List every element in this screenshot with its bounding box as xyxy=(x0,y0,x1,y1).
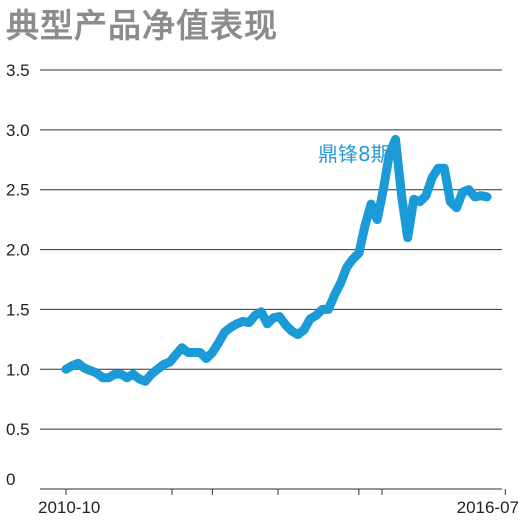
x-tick-label: 2010-10 xyxy=(38,498,100,517)
chart-title: 典型产品净值表现 xyxy=(6,6,278,45)
y-tick-label: 0.5 xyxy=(6,420,30,439)
y-tick-label: 2.5 xyxy=(6,181,30,200)
y-tick-label: 0 xyxy=(6,470,15,489)
x-tick-label: 2016-07 xyxy=(457,498,519,517)
series-line xyxy=(61,134,492,386)
series-lines xyxy=(61,134,492,386)
series-label: 鼎锋8期 xyxy=(318,142,391,166)
gridlines xyxy=(40,69,502,430)
y-tick-label: 2.0 xyxy=(6,241,30,260)
series-labels: 鼎锋8期 xyxy=(318,142,391,166)
y-tick-label: 1.0 xyxy=(6,360,30,379)
y-tick-label: 1.5 xyxy=(6,300,30,319)
y-tick-label: 3.0 xyxy=(6,121,30,140)
y-axis-tick-labels: 0 0.5 1.0 1.5 2.0 2.5 3.0 3.5 xyxy=(6,61,30,489)
y-tick-label: 3.5 xyxy=(6,61,30,80)
x-axis: 2010-10 2016-07 xyxy=(38,488,519,517)
